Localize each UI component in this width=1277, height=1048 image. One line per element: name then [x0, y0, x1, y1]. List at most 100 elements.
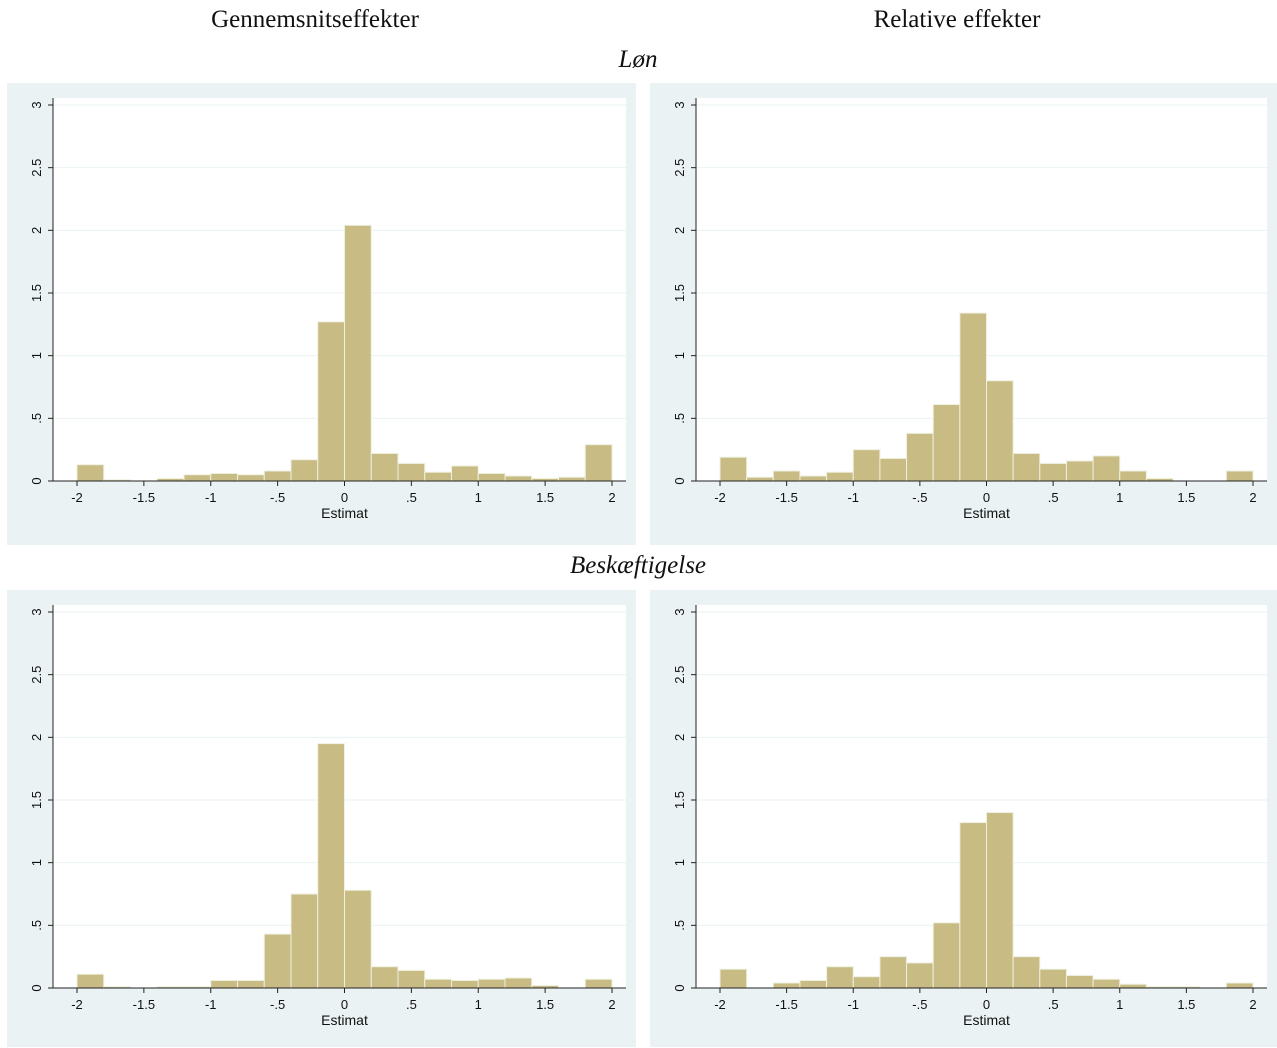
x-tick-label: 0 [983, 490, 990, 505]
x-tick-label: 1.5 [536, 997, 554, 1012]
histogram-bar [906, 432, 934, 482]
y-tick-label: 2.5 [672, 666, 687, 684]
histogram-bar [906, 962, 934, 989]
x-tick-label: -.5 [912, 490, 927, 505]
y-tick-label: 1 [29, 859, 44, 866]
y-tick-label: 2.5 [672, 159, 687, 177]
y-tick-label: 2.5 [29, 159, 44, 177]
histogram-bar [1065, 460, 1094, 482]
histogram-bar [477, 978, 506, 989]
histogram-bar [317, 743, 345, 989]
histogram-bar [210, 979, 238, 989]
x-axis-label: Estimat [321, 1012, 368, 1028]
y-tick-label: 3 [672, 608, 687, 615]
histogram-bar [584, 444, 613, 482]
x-tick-label: -1 [847, 490, 859, 505]
y-tick-label: .5 [672, 413, 687, 424]
y-tick-label: 0 [672, 984, 687, 991]
histogram-bar [772, 470, 801, 482]
x-tick-label: .5 [406, 997, 417, 1012]
x-tick-label: -1 [205, 490, 217, 505]
histogram-panel-employment-relative: 0 .5 1 1.5 2 2.5 3 -2 -1.5 -1 -.5 0 .5 1 1.5 2 Estimat [650, 590, 1277, 1047]
histogram-bar [1012, 956, 1041, 989]
x-tick-label: -1.5 [775, 997, 797, 1012]
histogram-bar [1119, 470, 1147, 482]
histogram-bar [370, 966, 399, 989]
y-tick-label: 3 [29, 608, 44, 615]
x-tick-label: 1.5 [1177, 490, 1195, 505]
histogram-panel-wage-average: 0 .5 1 1.5 2 2.5 3 -2 -1.5 -1 -.5 0 .5 1 1.5 2 Estimat [7, 83, 636, 545]
y-tick-label: 3 [29, 101, 44, 108]
histogram-bar [290, 893, 319, 989]
histogram-bar [932, 404, 961, 482]
histogram-wage-relative: 0 .5 1 1.5 2 2.5 3 -2 -1.5 -1 -.5 0 .5 1 1.5 2 Estimat [672, 98, 1267, 521]
x-tick-label: 2 [1249, 490, 1256, 505]
x-tick-label: 0 [341, 997, 348, 1012]
histogram-bar [263, 933, 292, 989]
x-axis-label: Estimat [963, 1012, 1010, 1028]
histogram-bar [237, 979, 265, 989]
histogram-bar [344, 224, 372, 482]
histogram-bar [959, 822, 988, 989]
column-title-relative: Relative effekter [873, 6, 1041, 33]
column-title-average: Gennemsnitseffekter [211, 6, 419, 33]
histogram-bar [799, 979, 828, 989]
x-tick-label: .5 [1048, 490, 1059, 505]
histogram-bar [746, 476, 774, 482]
y-tick-label: 1.5 [29, 791, 44, 809]
row-title-wage: Løn [618, 46, 658, 73]
x-tick-label: -2 [714, 997, 726, 1012]
x-tick-label: -1.5 [133, 490, 155, 505]
histogram-bar [826, 471, 854, 482]
histogram-employment-relative: 0 .5 1 1.5 2 2.5 3 -2 -1.5 -1 -.5 0 .5 1 1.5 2 Estimat [672, 605, 1267, 1028]
x-tick-label: -1.5 [775, 490, 797, 505]
x-axis-label: Estimat [321, 505, 368, 521]
histogram-bar [210, 472, 238, 482]
histogram-bar [290, 459, 319, 482]
y-tick-label: .5 [672, 920, 687, 931]
histogram-bar [1065, 974, 1094, 989]
y-tick-label: 1.5 [672, 284, 687, 302]
histogram-bar [1119, 983, 1147, 989]
x-tick-label: -1.5 [133, 997, 155, 1012]
y-tick-label: 2 [29, 734, 44, 741]
histogram-bar [317, 321, 345, 482]
histogram-bar [959, 312, 988, 482]
histogram-bar [986, 812, 1014, 989]
y-tick-label: 1.5 [29, 284, 44, 302]
x-tick-label: 2 [1249, 997, 1256, 1012]
y-tick-label: 1 [29, 352, 44, 359]
x-tick-label: 1 [1116, 997, 1123, 1012]
histogram-bar [424, 471, 452, 482]
x-tick-label: 2 [608, 490, 615, 505]
histogram-bar [263, 470, 292, 482]
y-tick-label: 2 [672, 227, 687, 234]
x-tick-label: 2 [608, 997, 615, 1012]
y-tick-label: 2 [672, 734, 687, 741]
x-tick-label: 1.5 [1177, 997, 1195, 1012]
histogram-bar [719, 968, 748, 989]
histogram-bar [1092, 455, 1121, 482]
histogram-bar [852, 449, 881, 482]
histogram-bar [183, 474, 212, 482]
histogram-bar [397, 969, 426, 989]
x-tick-label: .5 [406, 490, 417, 505]
x-tick-label: 1 [475, 490, 482, 505]
y-tick-label: 1 [672, 352, 687, 359]
x-tick-label: -1 [205, 997, 217, 1012]
histogram-bar [76, 973, 105, 989]
histogram-bar [1012, 452, 1041, 482]
histogram-bar [879, 457, 908, 482]
y-tick-label: 1.5 [672, 791, 687, 809]
histogram-bar [852, 976, 881, 989]
x-tick-label: 0 [341, 490, 348, 505]
x-tick-label: -.5 [912, 997, 927, 1012]
histogram-bar [1225, 470, 1254, 482]
histogram-wage-average: 0 .5 1 1.5 2 2.5 3 -2 -1.5 -1 -.5 0 .5 1 1.5 2 Estimat [29, 98, 626, 521]
x-tick-label: -.5 [270, 997, 285, 1012]
y-tick-label: 2 [29, 227, 44, 234]
histogram-bar [799, 475, 828, 482]
histogram-bar [370, 452, 399, 482]
histogram-bar [986, 380, 1014, 482]
histogram-bar [76, 464, 105, 482]
